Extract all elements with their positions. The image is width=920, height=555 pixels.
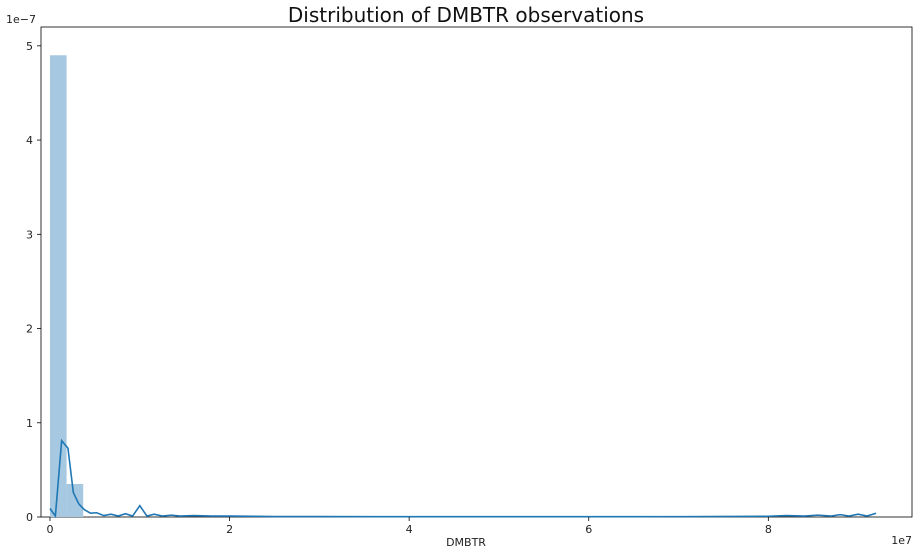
histogram-bar-1 [66,484,84,517]
plot-area-border [40,26,913,518]
x-axis-label: DMBTR [446,536,486,549]
y-tick-label: 5 [26,40,33,53]
chart-title: Distribution of DMBTR observations [288,3,644,27]
y-tick-label: 1 [26,417,33,430]
x-tick-label: 0 [46,523,53,536]
x-tick-label: 4 [406,523,413,536]
histogram-bars [49,55,84,518]
y-axis-ticks: 0 1 2 3 4 5 [26,40,41,524]
y-tick-label: 0 [26,511,33,524]
x-axis-ticks: 0 2 4 6 8 [46,517,772,536]
y-offset-label: 1e−7 [6,13,36,26]
y-tick-label: 4 [26,134,33,147]
x-offset-label: 1e7 [891,534,912,547]
x-tick-label: 2 [226,523,233,536]
histogram-bar-0 [49,55,67,518]
x-tick-label: 6 [585,523,592,536]
kde-line [49,438,877,519]
y-tick-label: 3 [26,228,33,241]
y-tick-label: 2 [26,323,33,336]
x-tick-label: 8 [765,523,772,536]
